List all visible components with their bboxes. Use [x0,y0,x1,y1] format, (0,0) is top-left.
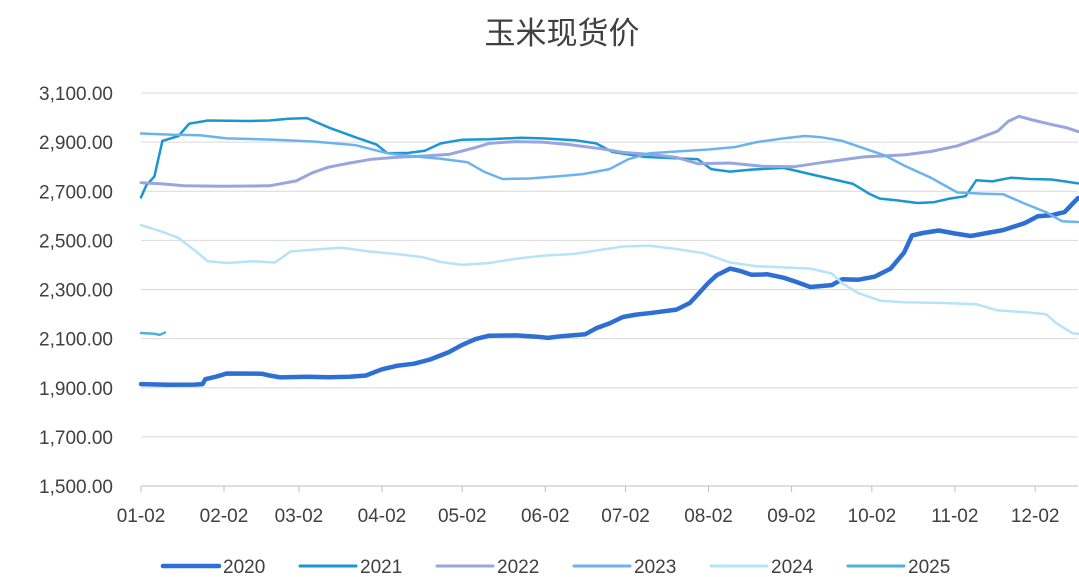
y-tick-label: 1,500.00 [39,477,113,498]
y-tick-label: 3,100.00 [39,84,113,105]
legend-item-2023: 2023 [572,557,676,577]
legend-item-2022: 2022 [435,557,539,577]
y-tick-label: 2,700.00 [39,182,113,203]
series-line-2022 [139,114,1079,188]
x-tick-label: 01-02 [117,506,166,527]
legend-label: 2023 [634,557,676,577]
legend-item-2021: 2021 [298,557,402,577]
legend-item-2025: 2025 [846,557,950,577]
legend-label: 2022 [497,557,539,577]
x-tick-label: 08-02 [684,506,733,527]
x-tick-label: 11-02 [931,506,978,527]
series-line-2023 [139,132,1079,224]
x-tick-label: 06-02 [521,506,570,527]
legend: 2020 2021 2022 2023 2024 2025 [160,557,950,577]
legend-label: 2025 [908,557,950,577]
legend-item-2024: 2024 [709,557,814,577]
legend-item-2020: 2020 [160,557,265,577]
x-axis: 01-02 02-02 03-02 04-02 05-02 06-02 07-02 08-02… [117,486,1060,527]
x-tick-label: 03-02 [275,506,324,527]
series-line-2024 [139,223,1079,335]
chart-title: 玉米现货价 [485,16,640,52]
y-tick-label: 2,900.00 [39,133,113,154]
y-axis: 1,500.00 1,700.00 1,900.00 2,100.00 2,300.00… [39,84,113,498]
series-layer [138,114,1079,388]
legend-label: 2021 [360,557,402,577]
grid-lines [141,92,1078,487]
y-tick-label: 2,100.00 [39,330,113,351]
y-tick-label: 1,700.00 [39,428,113,449]
x-tick-label: 09-02 [767,506,816,527]
series-line-2020 [138,195,1079,388]
series-line-2025 [139,331,167,337]
legend-label: 2020 [223,557,265,577]
x-tick-label: 04-02 [358,506,407,527]
x-tick-label: 07-02 [601,506,650,527]
x-tick-label: 10-02 [848,506,897,527]
y-tick-label: 2,300.00 [39,281,113,302]
x-tick-label: 05-02 [438,506,487,527]
x-tick-label: 12-02 [1011,506,1060,527]
x-tick-label: 02-02 [200,506,249,527]
legend-label: 2024 [771,557,814,577]
y-tick-label: 2,500.00 [39,231,113,252]
series-line-2021 [139,116,1079,205]
y-tick-label: 1,900.00 [39,379,113,400]
